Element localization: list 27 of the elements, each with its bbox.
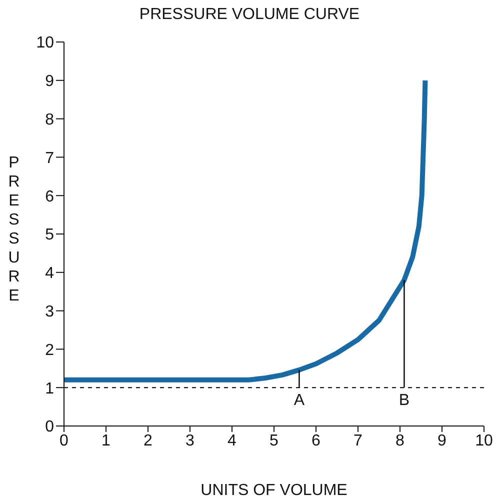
y-axis-title: PRESSURE	[8, 154, 20, 304]
annotation: B	[398, 392, 410, 409]
y-tick-label: 9	[45, 73, 54, 90]
x-tick-label: 7	[354, 432, 363, 450]
x-tick-label: 5	[270, 432, 279, 450]
y-tick-label: 8	[45, 111, 54, 128]
y-tick-label: 0	[45, 418, 54, 436]
x-axis-title: UNITS OF VOLUME	[200, 482, 348, 497]
x-tick-label: 8	[396, 432, 405, 450]
y-tick-label: 6	[45, 188, 54, 206]
x-tick-label: 4	[228, 432, 237, 450]
annotation: A	[294, 392, 305, 409]
y-tick-label: 3	[45, 303, 54, 320]
y-tick-label: 7	[45, 150, 54, 167]
x-tick-label: 2	[144, 432, 153, 450]
x-tick-label: 0	[60, 432, 69, 450]
x-tick-label: 10	[475, 432, 493, 450]
y-tick-label: 1	[45, 380, 54, 398]
y-tick-label: 5	[45, 226, 54, 244]
x-tick-label: 9	[438, 432, 447, 450]
y-tick-label: 10	[36, 34, 54, 52]
y-tick-label: 2	[45, 342, 54, 359]
x-tick-label: 1	[102, 432, 111, 450]
chart-title: PRESSURE VOLUME CURVE	[138, 6, 361, 24]
x-tick-label: 3	[186, 432, 195, 450]
y-tick-label: 4	[45, 265, 54, 282]
x-tick-label: 6	[312, 432, 321, 450]
